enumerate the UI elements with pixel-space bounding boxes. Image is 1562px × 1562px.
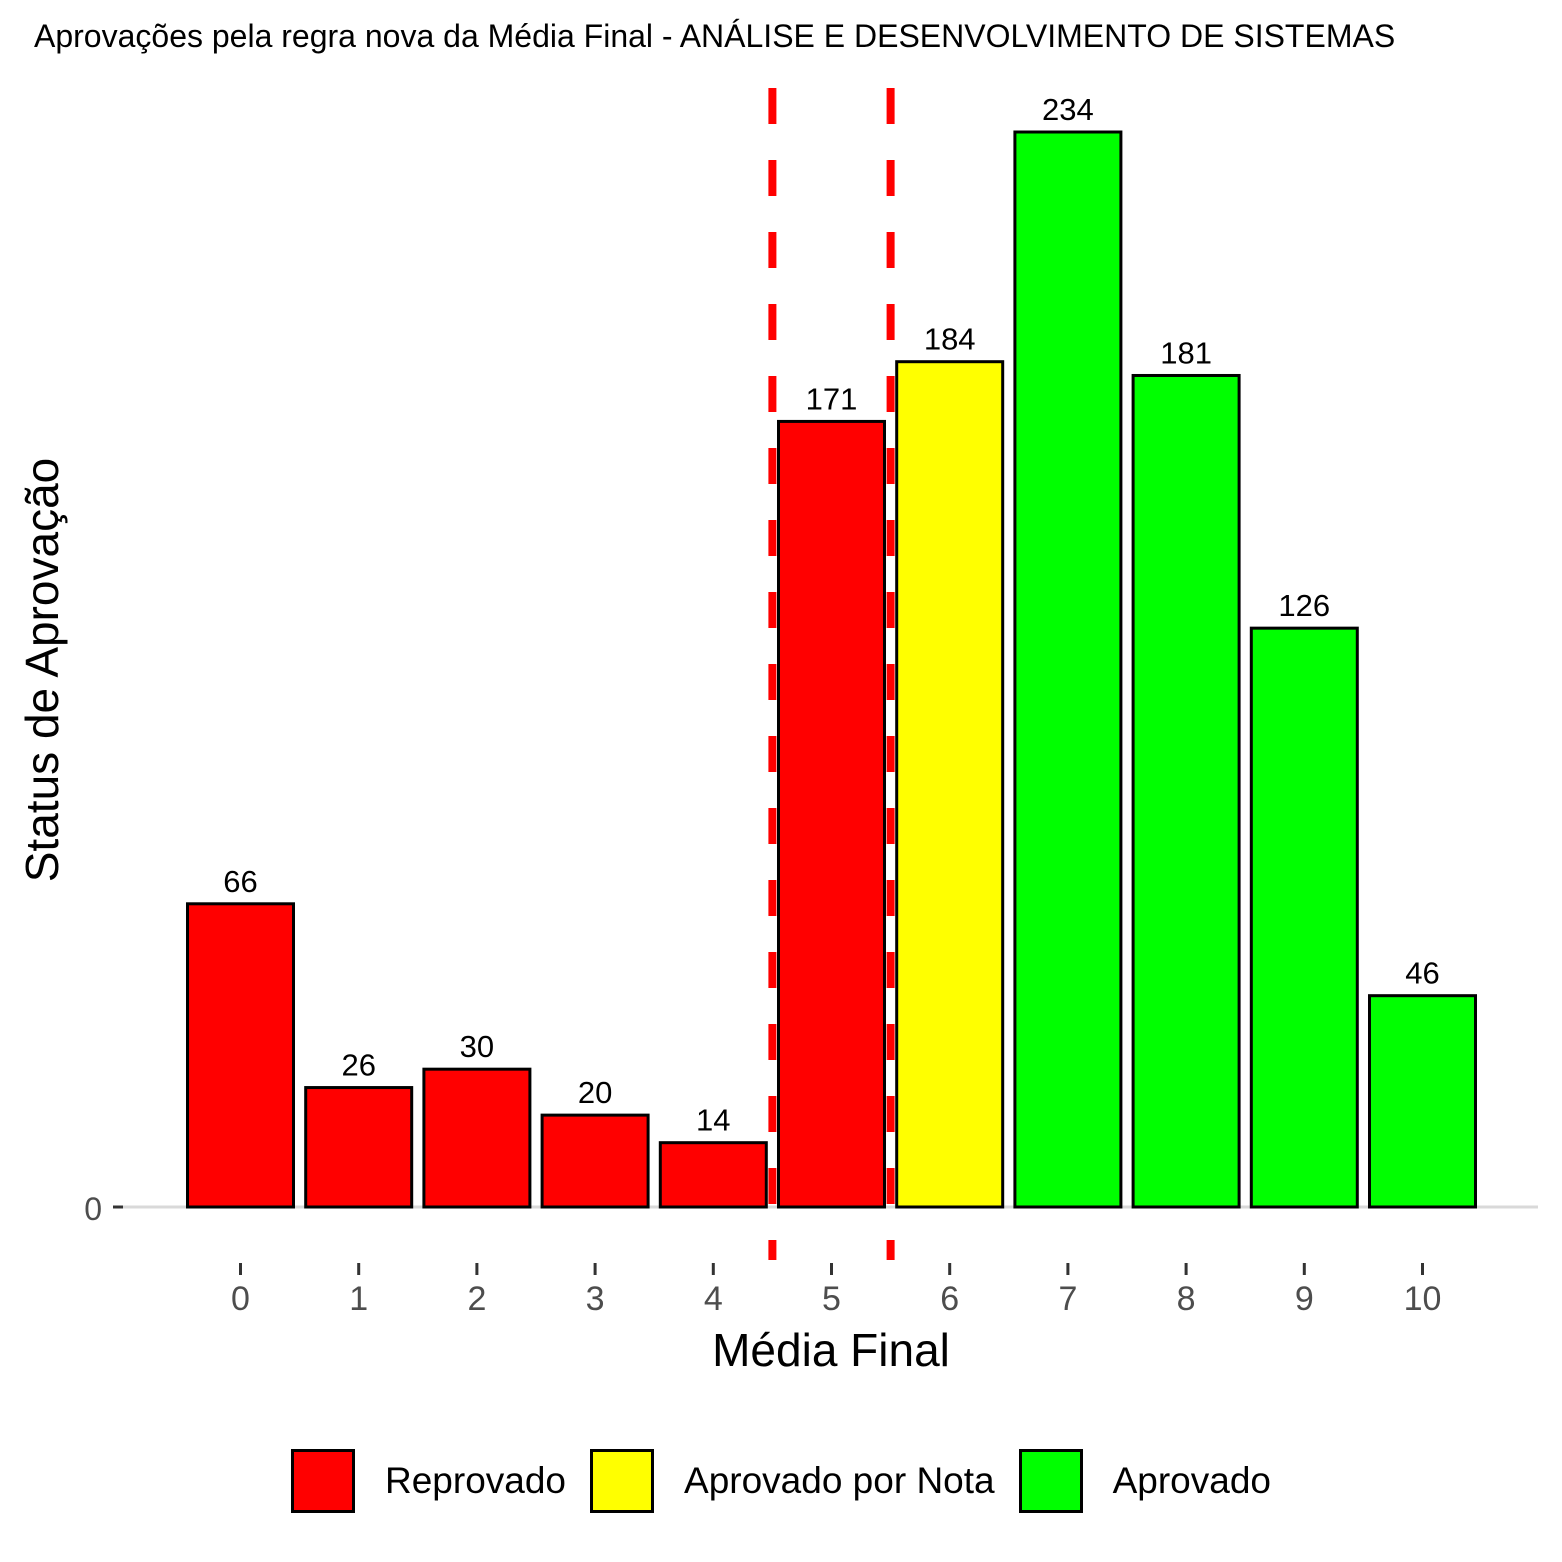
legend: Reprovado Aprovado por Nota Aprovado [0, 1446, 1562, 1516]
bar-value-label: 184 [924, 322, 976, 357]
chart-title: Aprovações pela regra nova da Média Fina… [34, 18, 1396, 54]
legend-item-aprovado: Aprovado [1018, 1449, 1271, 1513]
bar-value-label: 30 [460, 1029, 494, 1064]
bar-value-label: 20 [578, 1075, 612, 1110]
bar-5 [777, 419, 886, 1209]
bar-value-label: 66 [223, 864, 257, 899]
x-tick-label: 3 [586, 1280, 605, 1318]
bar-2 [422, 1067, 532, 1209]
bar-value-label: 171 [806, 381, 858, 416]
bar-0 [186, 902, 295, 1209]
reference-lines [768, 88, 895, 1260]
legend-label-aprovado: Aprovado [1112, 1460, 1271, 1501]
bar-value-label: 234 [1042, 92, 1094, 127]
legend-item-reprovado: Reprovado [291, 1449, 566, 1513]
x-axis-label: Média Final [712, 1324, 950, 1376]
bar-value-label: 26 [341, 1048, 375, 1083]
x-tick-label: 4 [704, 1280, 723, 1318]
bar-7 [1013, 130, 1123, 1209]
x-tick-label: 9 [1295, 1280, 1314, 1318]
x-tick-label: 7 [1058, 1280, 1077, 1318]
x-tick-label: 10 [1404, 1280, 1442, 1318]
bar-6 [895, 360, 1005, 1209]
bar-value-label: 126 [1278, 588, 1330, 623]
bar-9 [1249, 626, 1359, 1209]
bar-labels-group: 66 26 30 20 14 171 184 234 181 126 46 [223, 92, 1439, 1138]
legend-item-aprovado-por-nota: Aprovado por Nota [590, 1449, 995, 1513]
legend-key-aprovado-por-nota [590, 1449, 655, 1513]
bar-value-label: 181 [1160, 335, 1212, 370]
x-tick-label: 8 [1177, 1280, 1196, 1318]
bar-1 [304, 1086, 414, 1209]
bar-value-label: 14 [696, 1103, 730, 1138]
bar-8 [1131, 373, 1241, 1209]
x-axis-ticks: 0 1 2 3 4 5 6 7 8 9 10 [231, 1263, 1441, 1318]
bar-3 [540, 1113, 650, 1209]
legend-key-reprovado [291, 1449, 355, 1513]
x-tick-label: 2 [467, 1280, 486, 1318]
bar-10 [1368, 994, 1477, 1209]
x-tick-label: 0 [231, 1280, 250, 1318]
bar-value-label: 46 [1405, 956, 1439, 991]
legend-label-aprovado-por-nota: Aprovado por Nota [684, 1460, 995, 1501]
y-tick-label: 0 [84, 1191, 102, 1227]
bar-4 [658, 1141, 768, 1209]
y-axis-label: Status de Aprovação [16, 458, 68, 883]
x-tick-label: 1 [349, 1280, 368, 1318]
legend-label-reprovado: Reprovado [385, 1460, 567, 1501]
x-tick-label: 6 [940, 1280, 959, 1318]
x-tick-label: 5 [822, 1280, 841, 1318]
bars-group [186, 130, 1477, 1209]
legend-key-aprovado [1018, 1449, 1083, 1513]
